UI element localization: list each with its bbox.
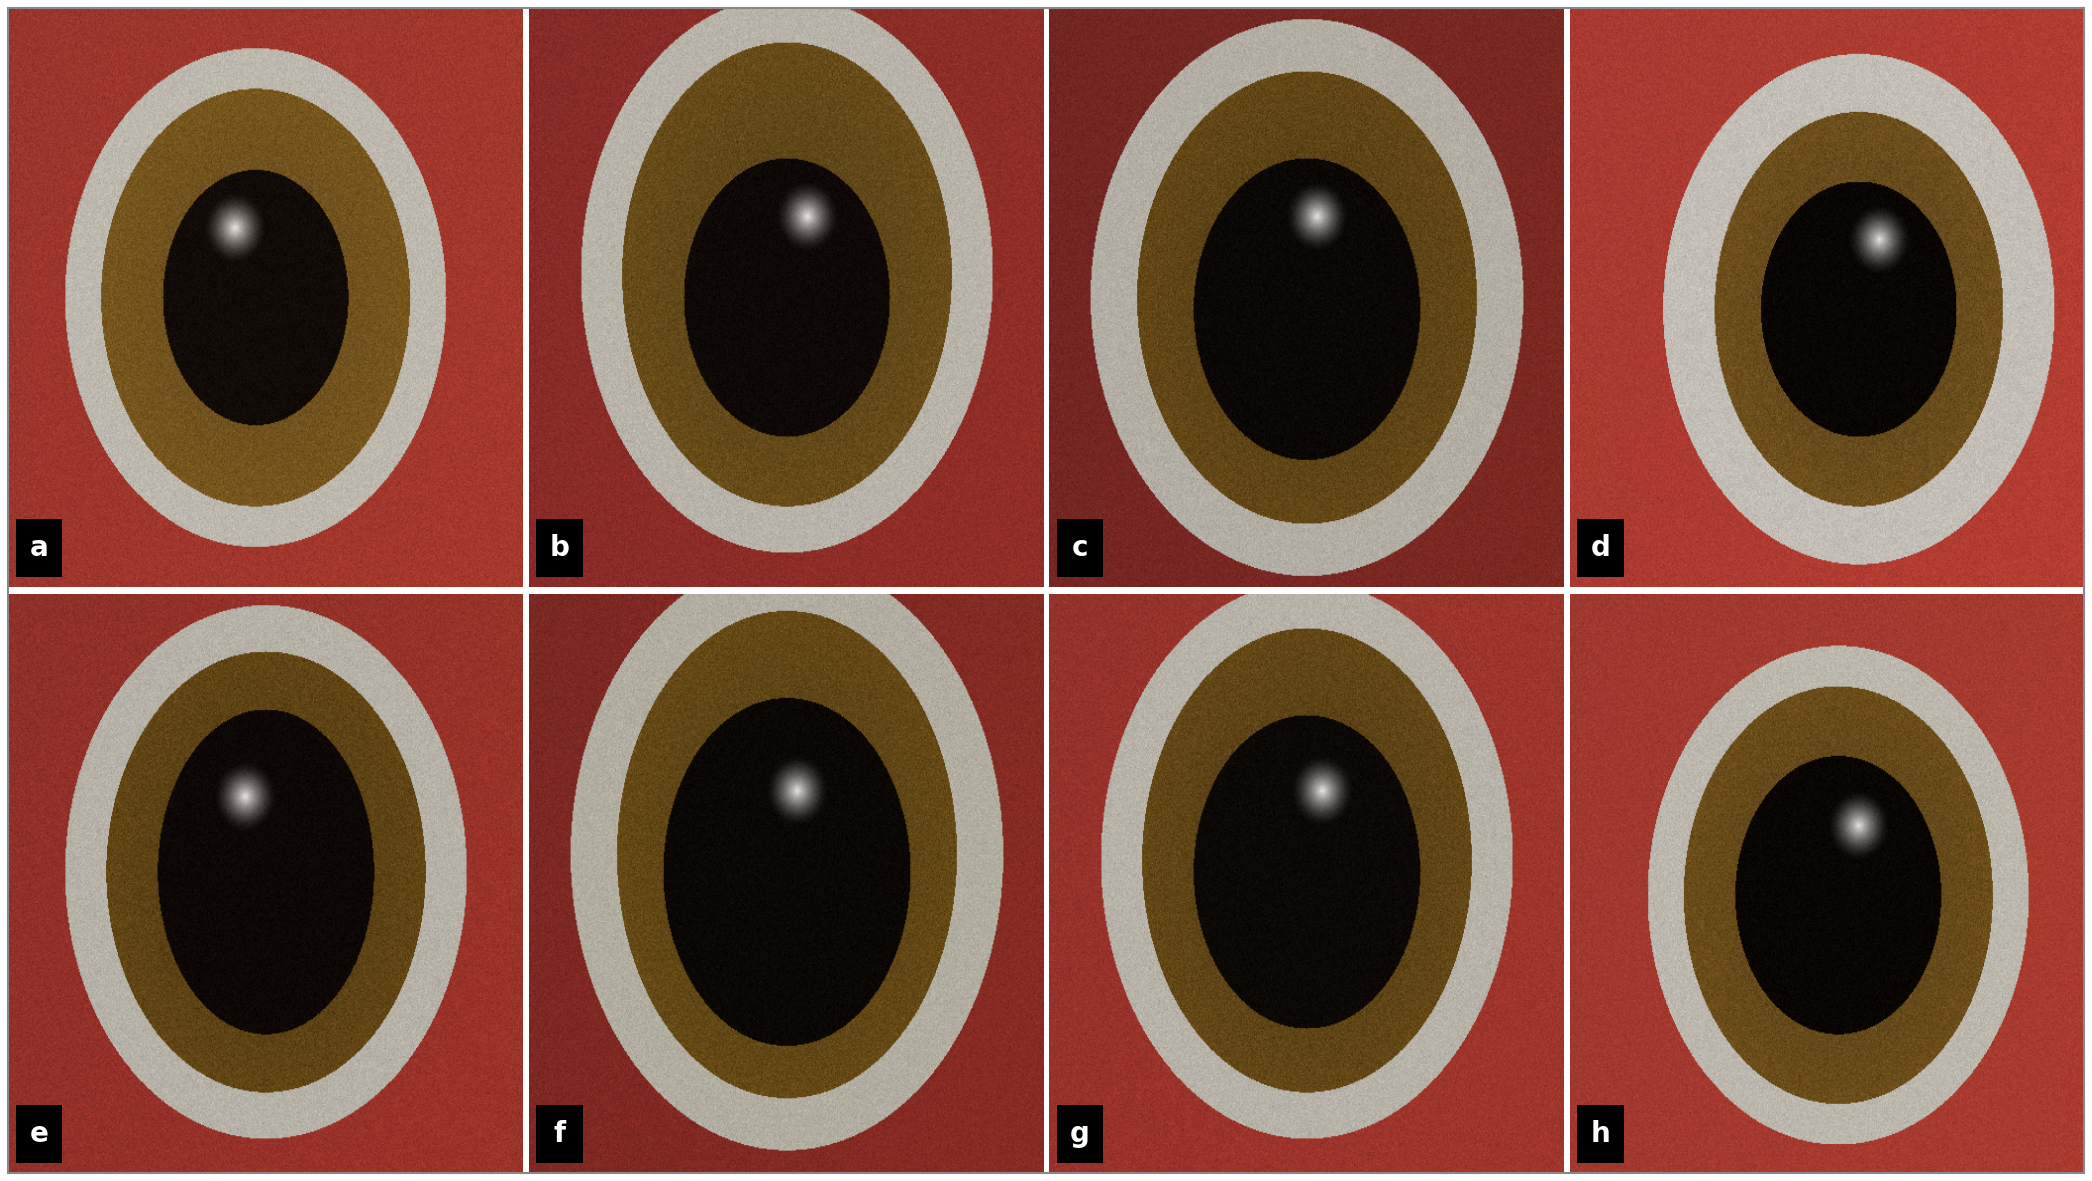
Text: f: f [552, 1120, 565, 1148]
Bar [1056, 1104, 1102, 1162]
Bar [536, 520, 582, 578]
Text: a: a [29, 534, 48, 562]
Bar [17, 1104, 63, 1162]
Text: c: c [1071, 534, 1088, 562]
Bar [1577, 1104, 1623, 1162]
Bar [17, 520, 63, 578]
Text: b: b [550, 534, 569, 562]
Text: h: h [1590, 1120, 1611, 1148]
Text: g: g [1069, 1120, 1090, 1148]
Bar [1577, 520, 1623, 578]
Bar [1056, 520, 1102, 578]
Text: e: e [29, 1120, 48, 1148]
Bar [536, 1104, 582, 1162]
Text: d: d [1590, 534, 1611, 562]
